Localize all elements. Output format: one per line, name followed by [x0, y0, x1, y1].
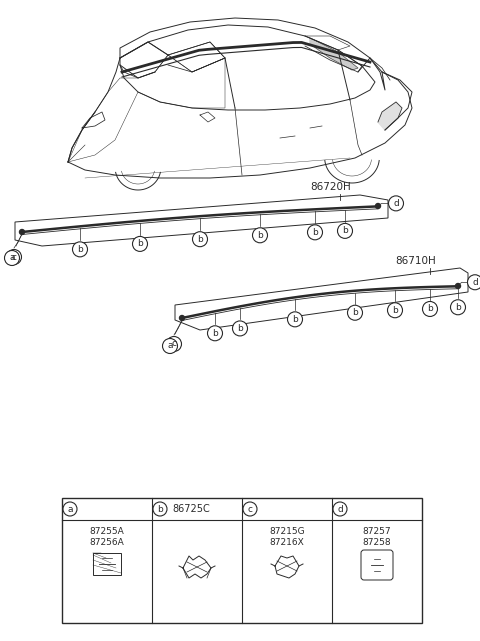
Text: c: c: [171, 340, 177, 349]
Circle shape: [207, 326, 223, 341]
Bar: [62, 498, 422, 623]
Circle shape: [288, 312, 302, 327]
Text: b: b: [292, 315, 298, 324]
Text: b: b: [77, 245, 83, 254]
Circle shape: [333, 502, 347, 516]
Circle shape: [388, 196, 404, 211]
Circle shape: [132, 237, 147, 251]
Text: c: c: [12, 253, 16, 262]
Text: b: b: [257, 231, 263, 240]
Text: 86725C: 86725C: [172, 504, 210, 514]
Text: b: b: [237, 324, 243, 333]
Text: 87258: 87258: [363, 538, 391, 547]
Circle shape: [192, 231, 207, 247]
Circle shape: [153, 502, 167, 516]
Circle shape: [72, 242, 87, 257]
Polygon shape: [378, 102, 402, 130]
Circle shape: [163, 338, 178, 353]
Circle shape: [243, 502, 257, 516]
Text: 86720H: 86720H: [310, 182, 351, 192]
Circle shape: [348, 305, 362, 320]
Text: b: b: [342, 226, 348, 235]
Text: d: d: [393, 199, 399, 208]
Text: 87215G: 87215G: [269, 527, 305, 536]
Text: a: a: [9, 253, 15, 263]
Text: c: c: [248, 504, 252, 513]
Circle shape: [4, 251, 20, 265]
Text: b: b: [157, 504, 163, 513]
Circle shape: [456, 283, 460, 288]
Polygon shape: [310, 38, 358, 70]
Circle shape: [337, 223, 352, 238]
Circle shape: [451, 300, 466, 315]
Circle shape: [180, 315, 184, 320]
Text: b: b: [427, 304, 433, 313]
Text: a: a: [67, 504, 73, 513]
Circle shape: [20, 229, 24, 235]
Text: 87255A: 87255A: [90, 527, 124, 536]
Circle shape: [252, 228, 267, 243]
Text: 87216X: 87216X: [270, 538, 304, 547]
Text: b: b: [392, 306, 398, 315]
Text: 87257: 87257: [363, 527, 391, 536]
Text: b: b: [212, 329, 218, 338]
Circle shape: [387, 303, 403, 318]
Circle shape: [375, 203, 381, 208]
Text: b: b: [137, 240, 143, 249]
Text: b: b: [352, 308, 358, 317]
Text: d: d: [337, 504, 343, 513]
Circle shape: [308, 225, 323, 240]
Text: 86710H: 86710H: [395, 256, 436, 266]
Circle shape: [7, 249, 22, 265]
Text: 87256A: 87256A: [90, 538, 124, 547]
Circle shape: [63, 502, 77, 516]
Text: b: b: [197, 235, 203, 244]
Text: b: b: [455, 303, 461, 312]
Circle shape: [232, 321, 248, 336]
Circle shape: [167, 337, 181, 351]
Text: b: b: [312, 228, 318, 237]
Text: a: a: [167, 342, 173, 351]
Text: d: d: [472, 278, 478, 287]
Circle shape: [422, 301, 437, 317]
Circle shape: [468, 275, 480, 290]
